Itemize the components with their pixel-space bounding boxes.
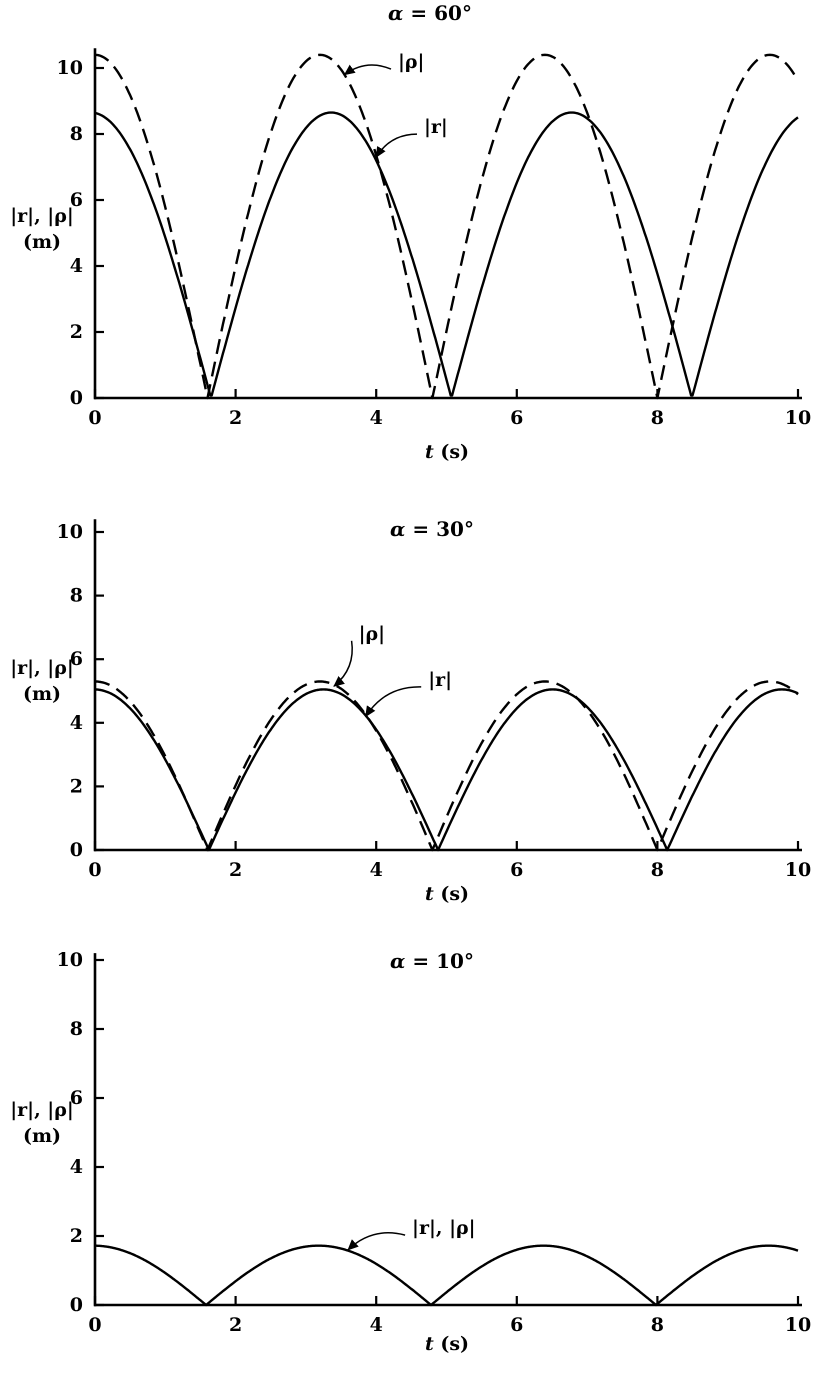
y-axis-label-line: |r|, |ρ| [10,205,74,227]
chart-alpha-10: 0 2 4 6 8 10 0 2 4 6 8 10 α = 10° |r|, |ρ| (m) t (s) |r|… [0,928,825,1386]
y-tick-label: 10 [57,57,83,79]
y-axis-label-line: (m) [23,231,61,253]
x-axis-label-unit: (s) [434,1333,469,1355]
x-tick-label: 8 [651,407,664,429]
series-annotation-label: |ρ| [359,623,385,645]
y-axis-label-line: (m) [23,1125,61,1147]
annotation-arrow [343,64,392,76]
x-tick-label: 10 [785,859,811,881]
chart-canvas: 0 2 4 6 8 10 0 2 4 6 8 10 α = 60° |r|, |ρ| (m) t (s) |ρ|… [10,1,811,463]
chart-title: α = 30° [390,517,474,541]
y-axis-label-line: (m) [23,683,61,705]
x-axis-label-symbol: t [425,441,434,463]
x-tick-label: 4 [370,859,383,881]
x-axis-label: t (s) [425,883,469,905]
y-axis-label-line: |r|, |ρ| [10,657,74,679]
y-tick-label: 10 [57,521,83,543]
x-tick-label: 6 [510,859,523,881]
y-tick-label: 8 [70,123,83,145]
x-tick-label: 2 [229,859,242,881]
y-tick-label: 8 [70,585,83,607]
x-axis-label: t (s) [425,441,469,463]
curve-solid [94,688,799,852]
x-axis-label: t (s) [425,1333,469,1355]
series-annotation-label: |r| [428,669,452,691]
y-tick-label: 0 [70,839,83,861]
title-symbol: α [390,517,405,541]
title-symbol: α [390,949,405,973]
title-value: = 60° [403,1,472,25]
x-tick-label: 2 [229,1314,242,1336]
x-tick-label: 10 [785,407,811,429]
y-tick-label: 10 [57,949,83,971]
x-tick-label: 10 [785,1314,811,1336]
annotation-arrow [375,133,418,158]
x-tick-label: 4 [370,1314,383,1336]
title-value: = 10° [405,949,474,973]
chart-canvas: 0 2 4 6 8 10 0 2 4 6 8 10 α = 10° |r|, |ρ| (m) t (s) |r|… [10,949,811,1355]
title-symbol: α [388,1,403,25]
chart-canvas: 0 2 4 6 8 10 0 2 4 6 8 10 α = 30° |r|, |ρ| (m) t (s) |ρ|… [10,517,811,905]
x-axis-label-symbol: t [425,1333,434,1355]
annotation-arrow [347,1232,406,1251]
y-tick-label: 6 [70,648,83,670]
y-tick-label: 6 [70,189,83,211]
curve-solid [94,111,799,397]
x-axis-label-unit: (s) [434,441,469,463]
y-tick-label: 2 [70,1225,83,1247]
curve-dashed [94,53,800,400]
series-annotation-label: |ρ| [398,51,424,73]
x-tick-label: 6 [510,407,523,429]
x-tick-label: 0 [88,1314,101,1336]
curve-solid [95,1244,799,1307]
series-annotation-label: |r|, |ρ| [412,1217,476,1239]
chart-alpha-30: 0 2 4 6 8 10 0 2 4 6 8 10 α = 30° |r|, |ρ| (m) t (s) |ρ|… [0,470,825,928]
y-tick-label: 2 [70,775,83,797]
x-tick-label: 6 [510,1314,523,1336]
x-tick-label: 8 [651,1314,664,1336]
x-tick-label: 4 [370,407,383,429]
y-axis-label-line: |r|, |ρ| [10,1099,74,1121]
y-tick-label: 6 [70,1087,83,1109]
y-tick-label: 4 [70,712,83,734]
x-axis-label-unit: (s) [434,883,469,905]
y-tick-label: 2 [70,321,83,343]
series-annotation-label: |r| [424,116,448,138]
y-tick-label: 0 [70,1294,83,1316]
chart-title: α = 60° [388,1,472,25]
annotation-arrow [365,686,422,718]
y-tick-label: 8 [70,1018,83,1040]
y-tick-label: 4 [70,1156,83,1178]
title-value: = 30° [405,517,474,541]
curve-dashed [95,680,799,852]
x-tick-label: 8 [651,859,664,881]
x-tick-label: 2 [229,407,242,429]
chart-title: α = 10° [390,949,474,973]
x-tick-label: 0 [88,407,101,429]
chart-alpha-60: 0 2 4 6 8 10 0 2 4 6 8 10 α = 60° |r|, |ρ| (m) t (s) |ρ|… [0,0,825,470]
x-axis-label-symbol: t [425,883,434,905]
y-tick-label: 0 [70,387,83,409]
y-tick-label: 4 [70,255,83,277]
x-tick-label: 0 [88,859,101,881]
annotation-arrow [333,640,353,687]
